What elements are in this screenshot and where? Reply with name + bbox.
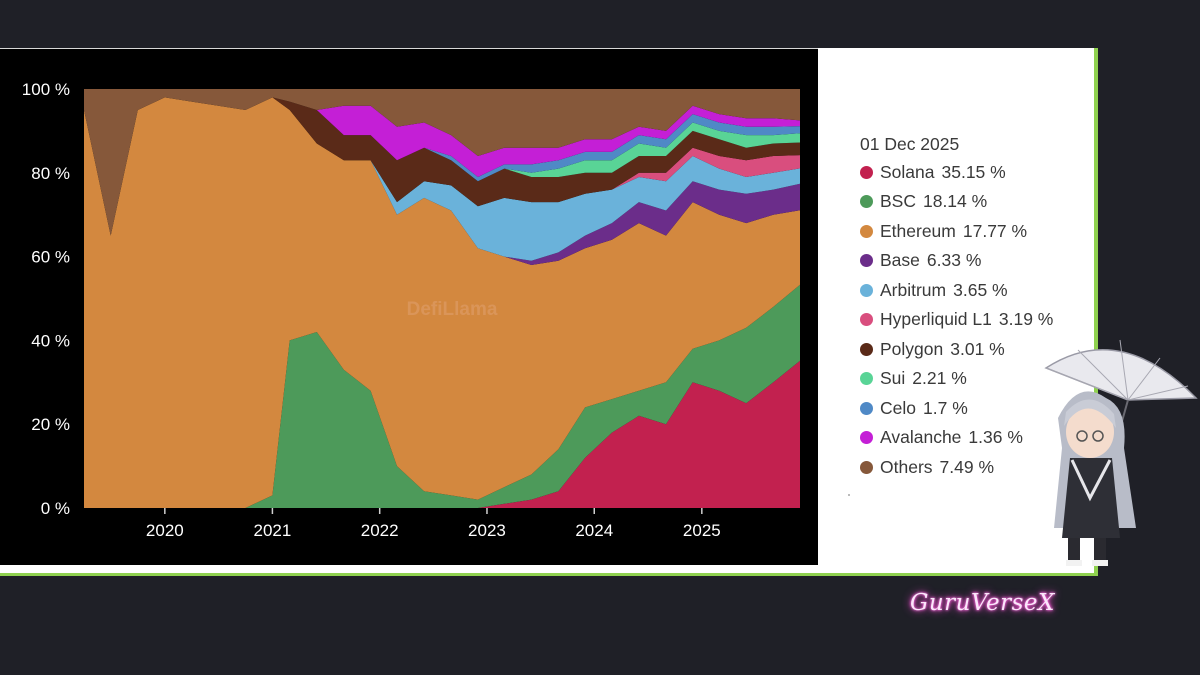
brand-signature: GuruVerseX: [910, 590, 1055, 616]
y-tick-label: 80 %: [31, 164, 70, 183]
legend-series-value: 1.36 %: [968, 427, 1023, 447]
y-tick-label: 0 %: [41, 499, 70, 518]
y-axis: 0 % 20 % 40 % 60 % 80 % 100 %: [22, 80, 70, 518]
chart-legend: 01 Dec 2025 Solana 35.15 % BSC 18.14 % Ether…: [860, 132, 1100, 486]
area-layers: [84, 89, 800, 509]
legend-swatch: [860, 401, 873, 415]
x-axis: 2020 2021 2022 2023 2024 2025: [146, 508, 721, 540]
legend-series-name: BSC: [880, 191, 916, 211]
legend-series-value: 2.21 %: [912, 368, 967, 388]
legend-item-arbitrum: Arbitrum 3.65 %: [860, 280, 1100, 310]
legend-series-value: 3.01 %: [950, 338, 1005, 359]
legend-item-hyperliquid-l1: Hyperliquid L1 3.19 %: [860, 309, 1100, 339]
legend-series-name: Sui: [880, 368, 906, 388]
character-figure: [1054, 391, 1136, 566]
legend-series-name: Hyperliquid L1: [880, 309, 992, 329]
legend-item-avalanche: Avalanche 1.36 %: [860, 427, 1100, 457]
legend-swatch: [860, 195, 873, 208]
area-series-others: [84, 89, 800, 236]
legend-items: Solana 35.15 % BSC 18.14 % Ethereum 17.77 % Ba…: [860, 162, 1100, 487]
watermark-text: DefiLlama: [407, 299, 498, 320]
legend-item-bsc: BSC 18.14 %: [860, 191, 1100, 221]
legend-swatch: [860, 431, 873, 444]
x-tick-label: 2021: [253, 521, 291, 540]
legend-series-value: 3.19 %: [998, 309, 1054, 329]
y-tick-label: 20 %: [31, 415, 70, 434]
legend-series-name: Solana: [880, 161, 935, 182]
legend-swatch: [860, 372, 873, 385]
legend-series-name: Others: [880, 456, 933, 477]
legend-item-others: Others 7.49 %: [860, 457, 1100, 487]
x-tick-label: 2020: [146, 521, 184, 540]
legend-swatch: [860, 254, 873, 267]
chibi-character-illustration: [1044, 339, 1198, 566]
legend-series-name: Ethereum: [880, 220, 956, 241]
y-tick-label: 100 %: [22, 80, 70, 99]
legend-series-name: Celo: [880, 397, 916, 418]
legend-date: 01 Dec 2025: [860, 134, 960, 154]
chart-svg: 0 %20 %40 %60 %80 %100 % 2020 2021 2022 202…: [22, 80, 800, 540]
x-tick-label: 2023: [468, 521, 506, 540]
x-tick-label: 2022: [361, 521, 399, 540]
legend-series-name: Arbitrum: [880, 279, 947, 300]
legend-item-base: Base 6.33 %: [860, 250, 1100, 280]
legend-series-name: Polygon: [880, 338, 944, 359]
legend-swatch: [860, 283, 873, 297]
legend-item-polygon: Polygon 3.01 %: [860, 339, 1100, 369]
y-tick-label: 40 %: [31, 331, 70, 350]
legend-series-name: Base: [880, 250, 920, 270]
legend-swatch: [860, 460, 873, 474]
legend-item-sui: Sui 2.21 %: [860, 368, 1100, 398]
legend-series-value: 18.14 %: [922, 191, 988, 211]
area-series-solana: [84, 360, 800, 508]
legend-series-value: 3.65 %: [953, 279, 1008, 300]
legend-series-name: Avalanche: [880, 427, 962, 447]
stray-dot: [848, 494, 850, 496]
legend-swatch: [860, 342, 873, 356]
legend-series-value: 7.49 %: [939, 456, 995, 477]
legend-swatch: [860, 224, 873, 238]
y-tick-label: 60 %: [31, 248, 70, 267]
legend-series-value: 6.33 %: [926, 250, 982, 270]
legend-swatch: [860, 313, 873, 326]
area-series-polygon: [84, 97, 800, 236]
legend-series-value: 17.77 %: [962, 220, 1028, 241]
legend-series-value: 1.7 %: [923, 397, 968, 418]
legend-item-celo: Celo 1.7 %: [860, 398, 1100, 428]
legend-series-value: 35.15 %: [941, 161, 1006, 182]
area-series-ethereum: [84, 97, 800, 509]
x-tick-label: 2024: [575, 521, 613, 540]
area-series-bsc: [84, 284, 800, 508]
legend-item-ethereum: Ethereum 17.77 %: [860, 221, 1100, 251]
x-tick-label: 2025: [683, 521, 721, 540]
area-series-base: [84, 97, 800, 266]
chart-panel: 0 % 20 % 40 % 60 % 80 % 100 % 2020 2021 2022 202…: [0, 48, 818, 565]
legend-swatch: [860, 165, 873, 179]
legend-item-solana: Solana 35.15 %: [860, 162, 1100, 192]
